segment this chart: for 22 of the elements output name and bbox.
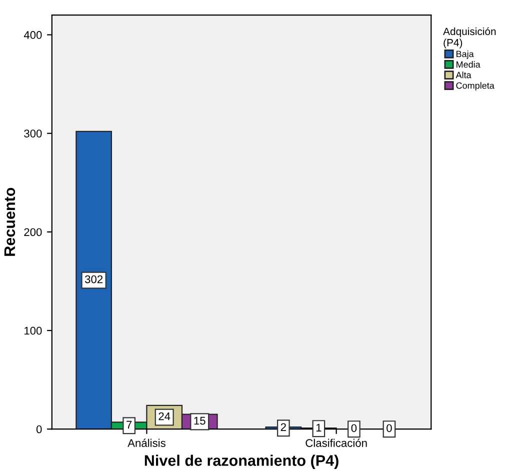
y-axis-title: Recuento bbox=[4, 188, 16, 256]
y-tick-label: 400 bbox=[24, 31, 42, 39]
y-tick-label: 100 bbox=[24, 326, 42, 335]
data-label: 7 bbox=[126, 420, 132, 429]
legend-label: Alta bbox=[456, 72, 472, 78]
y-tick-label: 300 bbox=[24, 130, 42, 138]
legend-title: Adquisición (P4) bbox=[443, 27, 496, 48]
x-tick-label: Análisis bbox=[128, 438, 166, 447]
data-label: 24 bbox=[158, 412, 170, 420]
y-tick-label: 0 bbox=[36, 425, 42, 434]
x-tick-label: Clasificación bbox=[306, 438, 367, 447]
legend-label: Media bbox=[456, 61, 480, 68]
data-label: 2 bbox=[280, 423, 286, 431]
legend-label: Baja bbox=[456, 50, 474, 59]
data-label: 302 bbox=[84, 275, 103, 284]
data-label: 1 bbox=[316, 424, 322, 432]
x-axis-title: Nivel de razonamiento (P4) bbox=[144, 454, 338, 469]
data-label: 0 bbox=[386, 424, 392, 432]
legend-label: Completa bbox=[456, 82, 494, 91]
y-tick-label: 200 bbox=[24, 228, 42, 236]
data-label: 15 bbox=[194, 416, 206, 425]
data-label: 0 bbox=[351, 424, 357, 432]
